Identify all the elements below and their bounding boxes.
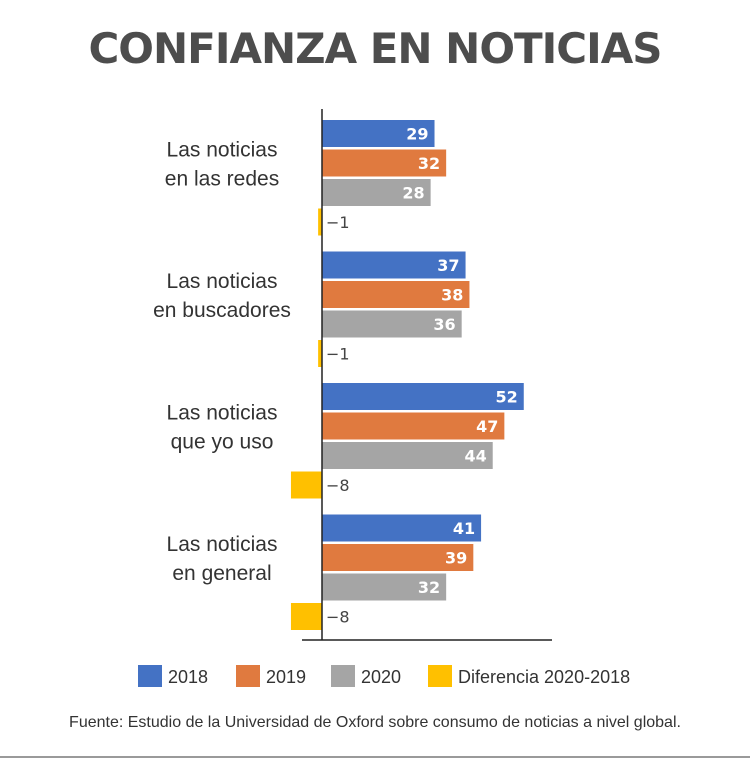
bar-chart: Las noticias en las redes 29 32 28 −1 Las noti… — [138, 109, 630, 687]
data-label: 44 — [464, 447, 486, 466]
legend-label: 2020 — [361, 667, 401, 687]
bar-2018 — [322, 251, 466, 279]
category-label: Las noticias — [167, 533, 278, 556]
bar-2018 — [322, 120, 435, 147]
category-label: Las noticias — [167, 138, 278, 161]
legend-swatch — [428, 665, 452, 687]
category-label: en general — [172, 562, 271, 585]
legend-swatch — [331, 665, 355, 687]
data-label: −1 — [326, 213, 350, 232]
bar-2019 — [322, 412, 505, 440]
data-label: −8 — [326, 476, 350, 495]
data-label: 38 — [441, 286, 463, 305]
bar-2018 — [322, 383, 524, 410]
bar-2020 — [322, 310, 462, 338]
data-label: 41 — [453, 519, 475, 538]
data-label: −8 — [326, 608, 350, 627]
source-note: Fuente: Estudio de la Universidad de Oxf… — [69, 714, 681, 731]
data-label: 32 — [418, 154, 440, 173]
data-label: 29 — [406, 125, 428, 144]
bar-2019 — [322, 544, 474, 571]
category-label: Las noticias — [167, 401, 278, 424]
bar-2019 — [322, 281, 470, 308]
data-label: 37 — [437, 256, 459, 275]
bar-diferencia-2020-2018 — [318, 208, 322, 236]
bar-2020 — [322, 573, 447, 601]
category-label: en buscadores — [153, 299, 291, 322]
legend-label: 2019 — [266, 667, 306, 687]
legend-label: 2018 — [168, 667, 208, 687]
legend-swatch — [236, 665, 260, 687]
category-label: que yo uso — [171, 430, 274, 453]
data-label: 47 — [476, 417, 498, 436]
data-label: 52 — [495, 388, 517, 407]
data-label: 36 — [433, 315, 455, 334]
bar-diferencia-2020-2018 — [290, 603, 322, 630]
bar-diferencia-2020-2018 — [290, 471, 322, 499]
bar-2020 — [322, 442, 493, 469]
category-label: Las noticias — [167, 270, 278, 293]
bar-2020 — [322, 179, 431, 206]
data-label: 39 — [445, 549, 467, 568]
bottom-divider — [0, 756, 750, 758]
legend-swatch — [138, 665, 162, 687]
legend-label: Diferencia 2020-2018 — [458, 667, 630, 687]
data-label: −1 — [326, 345, 350, 364]
data-label: 28 — [402, 184, 424, 203]
data-label: 32 — [418, 578, 440, 597]
bar-2019 — [322, 149, 447, 177]
bar-2018 — [322, 514, 482, 542]
category-label: en las redes — [165, 167, 279, 190]
chart-title: CONFIANZA EN NOTICIAS — [88, 24, 662, 73]
bar-diferencia-2020-2018 — [318, 340, 322, 367]
